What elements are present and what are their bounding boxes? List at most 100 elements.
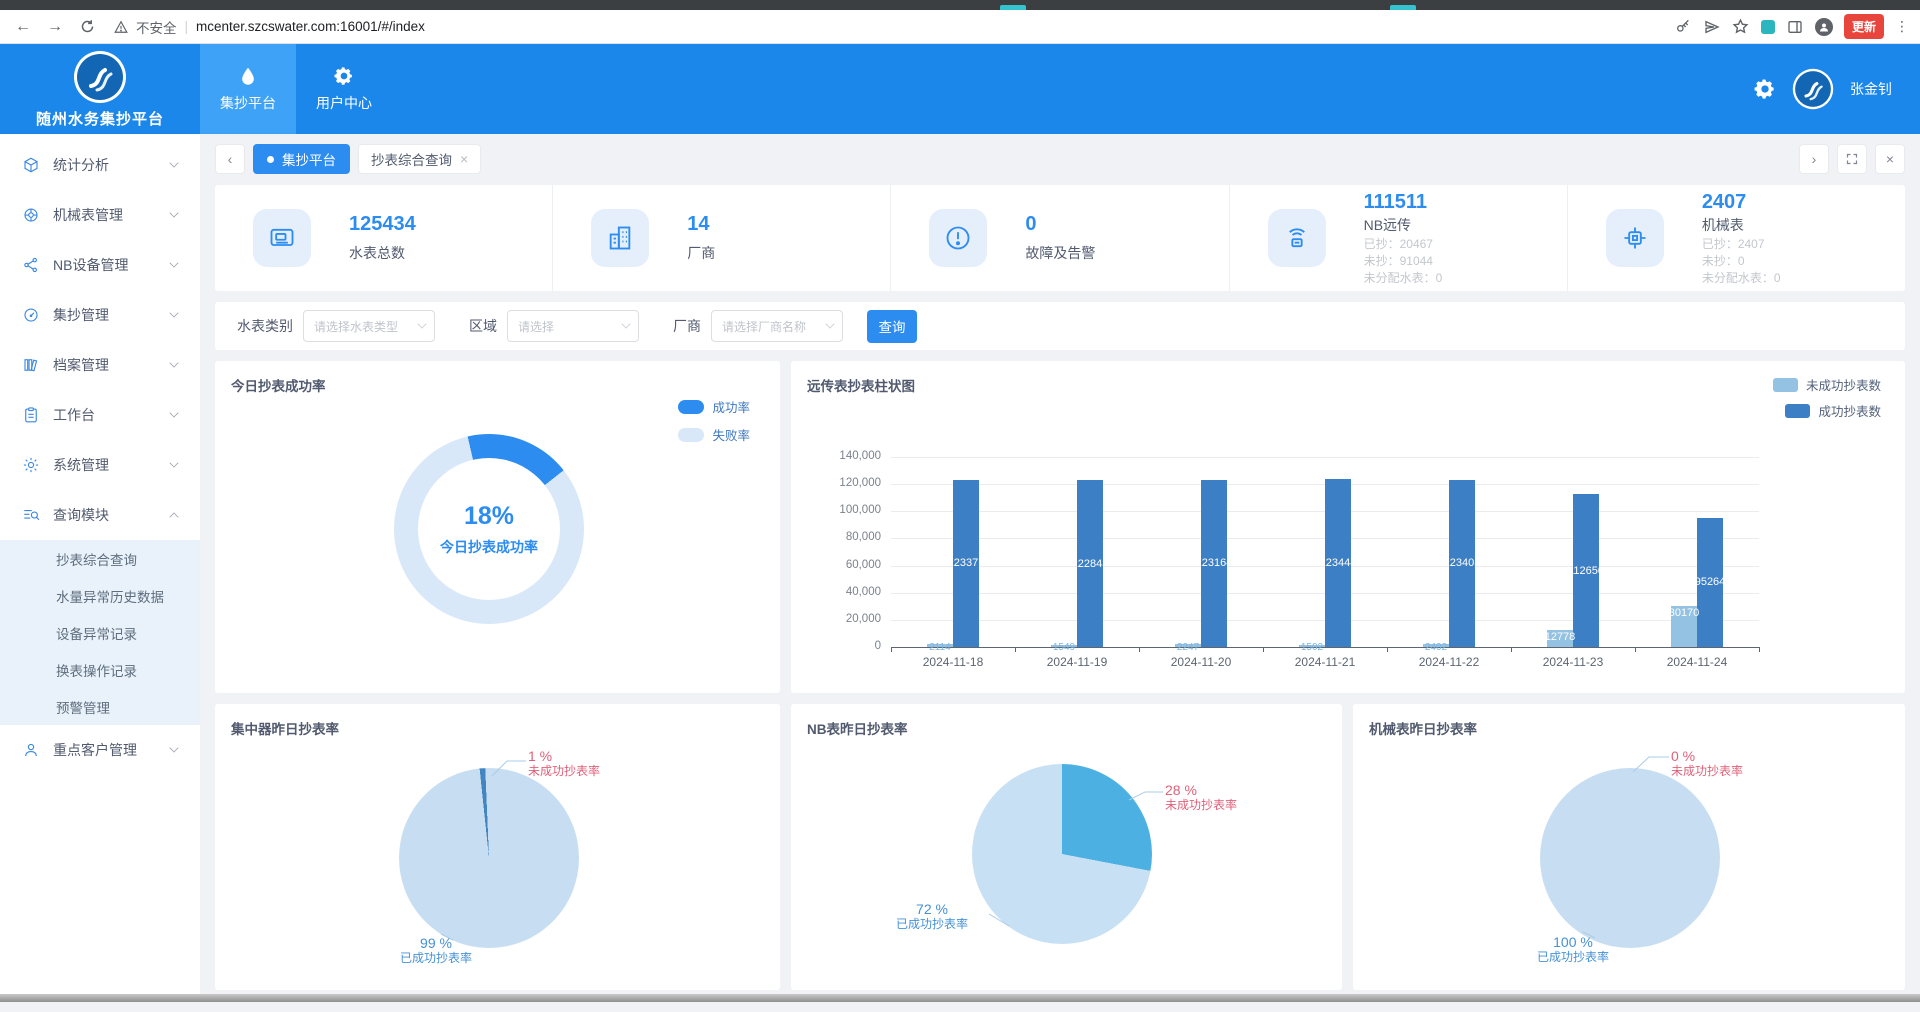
sidebar-item-workbench[interactable]: 工作台 xyxy=(0,390,200,440)
tabs-scroll-right-button[interactable]: › xyxy=(1799,144,1829,174)
region-select[interactable]: 请选择 xyxy=(507,310,639,342)
app-logo xyxy=(74,50,126,103)
sidebar-item-key-customers[interactable]: 重点客户管理 xyxy=(0,725,200,775)
chevron-down-icon xyxy=(169,458,179,468)
chrome-update-button[interactable]: 更新 xyxy=(1843,14,1884,39)
building-icon xyxy=(591,209,650,267)
app-title: 随州水务集抄平台 xyxy=(35,110,164,128)
browser-tab-favicon[interactable] xyxy=(1390,5,1416,10)
legend-successful-count[interactable]: 成功抄表数 xyxy=(1785,401,1881,420)
vendor-select[interactable]: 请选择厂商名称 xyxy=(711,310,843,342)
user-avatar[interactable] xyxy=(1792,68,1834,110)
fail-name: 未成功抄表率 xyxy=(528,764,601,778)
page-tab[interactable]: 抄表综合查询 × xyxy=(358,144,482,174)
mech-pie-panel: 机械表昨日抄表率 0 % 未成功抄表率 100 % 已成功抄表率 xyxy=(1353,704,1905,990)
sidebar-item-label: 档案管理 xyxy=(53,357,109,373)
chip-icon xyxy=(1605,209,1664,267)
sidebar-item-statistics[interactable]: 统计分析 xyxy=(0,140,200,190)
browser-back-button[interactable]: ← xyxy=(15,17,31,35)
fail-percent: 0 % xyxy=(1671,748,1696,764)
address-bar[interactable]: 不安全 | mcenter.szcswater.com:16001/#/inde… xyxy=(114,17,1674,37)
security-label[interactable]: 不安全 xyxy=(136,20,177,36)
url-text[interactable]: mcenter.szcswater.com:16001/#/index xyxy=(196,19,425,34)
toolbar-actions: 更新 ⋮ xyxy=(1674,14,1910,39)
browser-profile-avatar[interactable] xyxy=(1814,17,1833,36)
fail-label: 1 % 未成功抄表率 xyxy=(528,749,600,779)
legend-success-rate[interactable]: 成功率 xyxy=(678,397,750,416)
settings-gear-icon[interactable] xyxy=(1754,78,1776,100)
browser-forward-button[interactable]: → xyxy=(47,17,63,35)
submenu-item-device-anomaly[interactable]: 设备异常记录 xyxy=(56,626,137,642)
pie-title: NB表昨日抄表率 xyxy=(807,722,908,737)
sidebar-item-label: 工作台 xyxy=(53,407,95,423)
browser-toolbar: ← → 不安全 | mcenter.szcswater.com:16001/#/… xyxy=(0,10,1920,44)
sidebar-item-label: 查询模块 xyxy=(53,507,109,523)
sidebar-item-mech-meter[interactable]: 机械表管理 xyxy=(0,190,200,240)
share-icon[interactable] xyxy=(1703,18,1721,36)
donut-center-value: 18% xyxy=(463,501,515,530)
close-all-button[interactable]: × xyxy=(1875,144,1905,174)
stat-cards-panel: 125434 水表总数 14 厂商 0 故障及告警 xyxy=(215,185,1905,291)
submenu-item-meter-reading-query[interactable]: 抄表综合查询 xyxy=(56,552,137,568)
tabs-scroll-left-button[interactable]: ‹ xyxy=(215,144,245,174)
sidebar-item-system[interactable]: 系统管理 xyxy=(0,440,200,490)
meter-type-select[interactable]: 请选择水表类型 xyxy=(303,310,435,342)
region-placeholder: 请选择 xyxy=(518,319,555,334)
query-button[interactable]: 查询 xyxy=(867,309,917,343)
success-name: 已成功抄表率 xyxy=(399,951,472,965)
clipboard-icon xyxy=(25,407,37,423)
filter-panel: 水表类别 请选择水表类型 区域 请选择 厂商 请选择厂商名称 查询 xyxy=(215,302,1905,350)
browser-tab-favicon[interactable] xyxy=(1000,5,1026,10)
success-percent: 72 % xyxy=(916,901,948,917)
main-content: ‹ 集抄平台 抄表综合查询 × › × 125434 xyxy=(200,134,1920,994)
nb-pie-panel: NB表昨日抄表率 28 % 未成功抄表率 72 % 已成功抄表率 xyxy=(791,704,1342,990)
legend-swatch xyxy=(678,427,705,442)
donut-panel: 今日抄表成功率 成功率 失败率 18% 今日抄表成功率 xyxy=(215,361,780,693)
legend-unsuccessful-count[interactable]: 未成功抄表数 xyxy=(1772,375,1881,394)
success-name: 已成功抄表率 xyxy=(895,917,968,931)
app-brand: 随州水务集抄平台 xyxy=(0,44,200,134)
tabs-bar: ‹ 集抄平台 抄表综合查询 × › × xyxy=(215,144,1905,174)
fail-label: 0 % 未成功抄表率 xyxy=(1671,749,1743,779)
donut-legend: 成功率 失败率 xyxy=(678,397,750,444)
stat-label: NB远传 xyxy=(1363,216,1412,233)
sidebar-item-nb-device[interactable]: NB设备管理 xyxy=(0,240,200,290)
app-header: 随州水务集抄平台 集抄平台 用户中心 张金钊 xyxy=(0,44,1920,134)
water-drop-icon xyxy=(242,67,254,85)
fail-name: 未成功抄表率 xyxy=(1165,798,1238,812)
submenu-item-meter-change-log[interactable]: 换表操作记录 xyxy=(56,663,137,679)
sidebar-item-query-module[interactable]: 查询模块 xyxy=(0,490,200,540)
success-label: 100 % 已成功抄表率 xyxy=(1503,935,1643,965)
stat-value: 0 xyxy=(1025,213,1037,235)
nav-collect-platform[interactable]: 集抄平台 xyxy=(200,44,296,134)
sidebar-item-archive[interactable]: 档案管理 xyxy=(0,340,200,390)
chevron-down-icon xyxy=(417,319,427,329)
submenu-item-alert-mgmt[interactable]: 预警管理 xyxy=(56,700,110,716)
bookmark-star-icon[interactable] xyxy=(1732,18,1750,36)
browser-tab-strip xyxy=(0,0,1920,10)
fullscreen-button[interactable] xyxy=(1837,144,1867,174)
legend-fail-rate[interactable]: 失败率 xyxy=(678,425,750,444)
refresh-icon xyxy=(81,20,93,33)
donut-center-label: 今日抄表成功率 xyxy=(440,538,538,555)
mech-pie-chart xyxy=(1540,768,1720,948)
pie-title: 机械表昨日抄表率 xyxy=(1369,722,1477,737)
platform-tab-pill[interactable]: 集抄平台 xyxy=(253,144,350,174)
browser-menu-icon[interactable]: ⋮ xyxy=(1895,18,1910,34)
sidebar-item-collect-mgmt[interactable]: 集抄管理 xyxy=(0,290,200,340)
meter-type-placeholder: 请选择水表类型 xyxy=(314,319,399,334)
sidebar: 统计分析 机械表管理 NB设备管理 集抄管理 档案管理 工作台 系统管理 查询 xyxy=(0,134,200,994)
stat-sub-line: 未抄：0 xyxy=(1701,253,1745,268)
close-tab-icon[interactable]: × xyxy=(460,151,469,167)
chevron-down-icon xyxy=(169,408,179,418)
extension-icon[interactable] xyxy=(1760,19,1775,34)
fullscreen-icon xyxy=(1846,153,1858,165)
password-key-icon[interactable] xyxy=(1674,18,1692,36)
browser-refresh-button[interactable] xyxy=(74,14,100,40)
submenu-item-water-anomaly-history[interactable]: 水量异常历史数据 xyxy=(56,589,164,605)
split-view-icon[interactable] xyxy=(1786,18,1804,36)
user-name[interactable]: 张金钊 xyxy=(1850,81,1892,97)
nav-user-center[interactable]: 用户中心 xyxy=(296,44,392,134)
bar-chart-title: 远传表抄表柱状图 xyxy=(807,379,915,394)
legend-label: 失败率 xyxy=(712,429,750,443)
